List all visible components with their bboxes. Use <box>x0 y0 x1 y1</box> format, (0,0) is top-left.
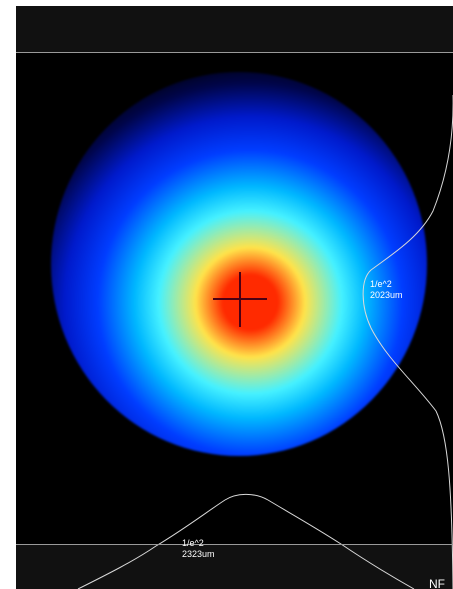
beam-profile-overlays <box>77 95 453 589</box>
corner-mode-label: NF <box>429 577 445 589</box>
crosshair-vertical <box>239 272 241 327</box>
bottom-width-value: 2323um <box>182 549 215 559</box>
beam-image-canvas[interactable]: 1/e^2 2023um 1/e^2 2323um NF <box>16 6 453 589</box>
bottom-intensity-profile <box>77 493 415 589</box>
top-info-band <box>16 6 453 52</box>
bottom-guide-line <box>16 544 453 545</box>
right-width-value: 2023um <box>370 290 403 300</box>
top-guide-line <box>16 52 453 53</box>
bottom-info-band <box>16 544 453 589</box>
right-intensity-profile <box>362 95 453 589</box>
bottom-width-label-line-1: 1/e^2 <box>182 538 204 548</box>
right-width-label-line-1: 1/e^2 <box>370 279 392 289</box>
beam-intensity-spot <box>51 72 427 456</box>
